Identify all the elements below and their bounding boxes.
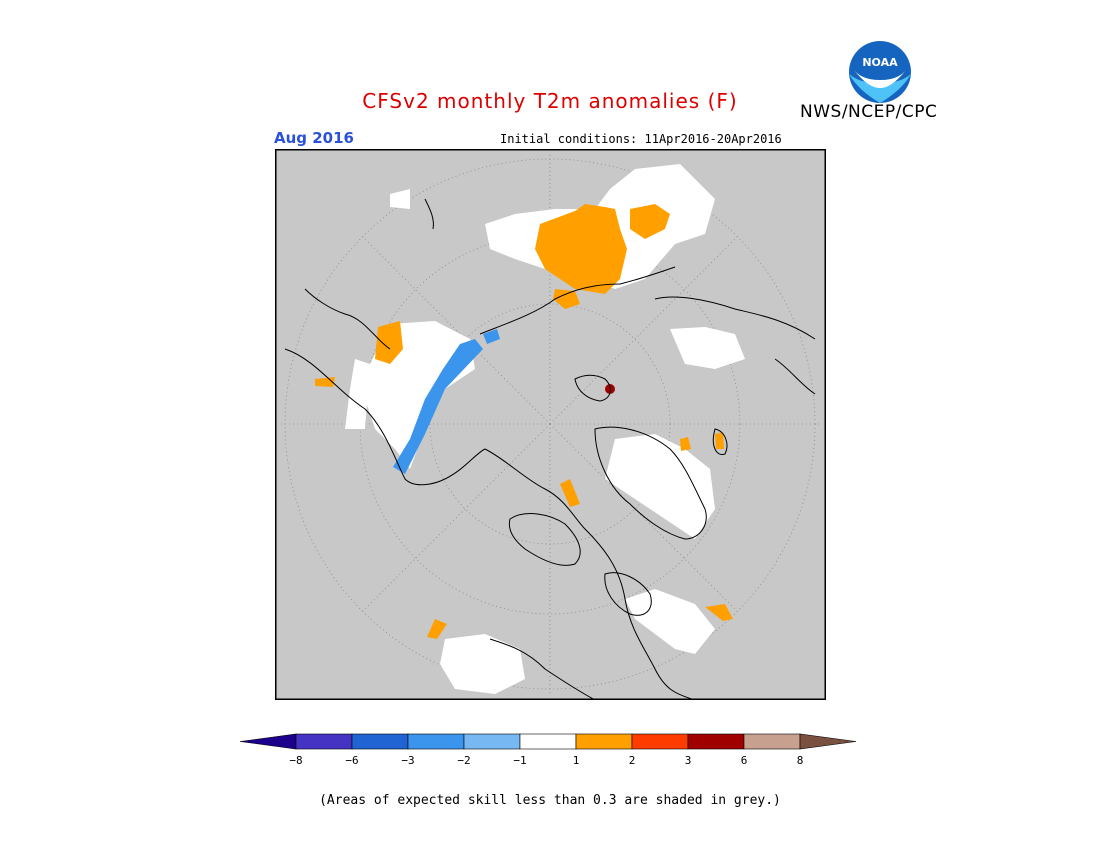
chart-title: CFSv2 monthly T2m anomalies (F) [362,89,738,113]
colorbar-tick-label: −6 [345,754,358,767]
colorbar-swatch [687,733,745,750]
colorbar-swatch [575,733,633,750]
colorbar-swatch [631,733,689,750]
colorbar-swatch [407,733,465,750]
colorbar-labels: −8 −6 −3 −2 −1 1 2 3 6 8 [289,754,803,767]
colorbar-tick-label: −2 [457,754,470,767]
colorbar-swatches [239,733,857,750]
colorbar-swatch [295,733,353,750]
polar-map-svg [274,148,827,701]
noaa-logo-text: NOAA [862,56,898,69]
colorbar-swatch [351,733,409,750]
colorbar-tick-label: −8 [289,754,302,767]
colorbar-tick-label: 2 [629,754,636,767]
target-month: Aug 2016 [274,129,354,147]
colorbar-tick-label: 6 [741,754,748,767]
colorbar-tick-label: −3 [401,754,414,767]
colorbar-arrow-left [239,733,297,750]
initial-conditions: Initial conditions: 11Apr2016-20Apr2016 [500,132,782,146]
colorbar-tick-label: 8 [797,754,804,767]
colorbar-tick-label: 1 [573,754,580,767]
organization-label: NWS/NCEP/CPC [800,102,938,122]
colorbar-swatch [519,733,577,750]
skill-note: (Areas of expected skill less than 0.3 a… [319,793,781,808]
cold-anomaly-regions [393,329,500,474]
colorbar-swatch [743,733,801,750]
coastlines [284,198,816,701]
warm-anomaly-regions [315,204,733,639]
colorbar-swatch [463,733,521,750]
colorbar-tick-label: 3 [685,754,692,767]
noaa-logo: NOAA [849,41,911,103]
map-frame [274,148,827,701]
colorbar-tick-label: −1 [513,754,526,767]
colorbar-arrow-right [799,733,857,750]
polar-map [274,148,827,701]
